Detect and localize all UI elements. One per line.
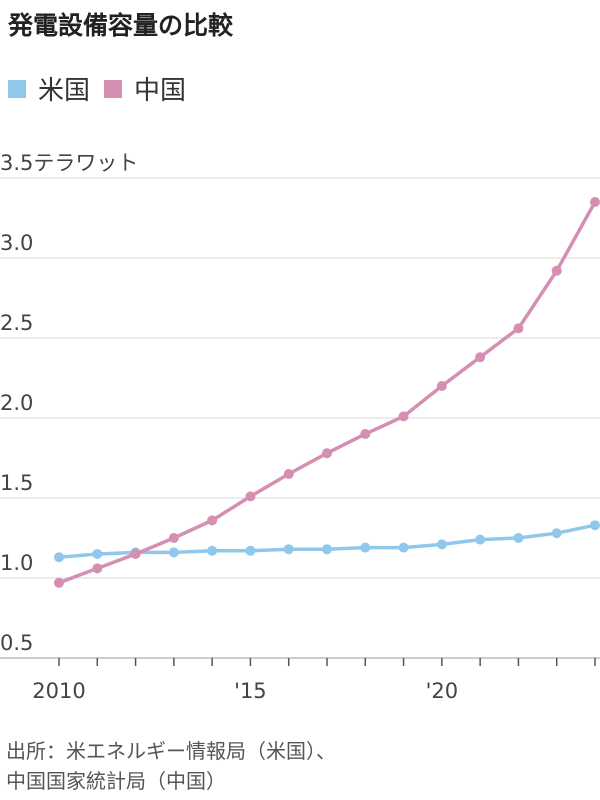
legend-item-us: 米国 — [8, 70, 90, 107]
data-point-us — [168, 547, 179, 558]
data-point-us — [207, 545, 218, 556]
data-point-us — [513, 533, 524, 543]
source-line-2: 中国国家統計局（中国） — [6, 769, 226, 793]
data-point-china — [130, 549, 141, 559]
source-note: 出所：米エネルギー情報局（米国）、 中国国家統計局（中国） — [6, 736, 586, 796]
series-line-china — [58, 201, 597, 585]
data-point-china — [360, 429, 371, 439]
legend-label-china: 中国 — [134, 76, 187, 106]
legend-label-us: 米国 — [38, 76, 91, 106]
data-point-china — [551, 265, 562, 276]
data-point-china — [590, 197, 600, 207]
data-point-china — [513, 323, 524, 334]
data-point-china — [475, 352, 486, 363]
x-tick-label: '20 — [426, 679, 459, 703]
data-point-us — [475, 534, 486, 545]
y-tick-label: 3.0 — [0, 231, 33, 255]
y-tick-label: 1.0 — [0, 551, 33, 575]
line-chart: 0.5 1.0 1.5 2.0 2.5 3.0 3.5テラワット 2010 '15 '20 — [0, 151, 600, 703]
x-tick-label: 2010 — [32, 679, 85, 703]
data-point-china — [54, 577, 64, 588]
y-tick-label: 3.5テラワット — [0, 151, 138, 175]
x-tick-label: '15 — [234, 679, 267, 703]
data-point-china — [436, 381, 447, 391]
chart-title: 発電設備容量の比較 — [8, 11, 234, 40]
data-point-us — [436, 539, 447, 550]
data-point-china — [168, 533, 179, 543]
source-line-1: 出所：米エネルギー情報局（米国）、 — [6, 739, 336, 763]
y-tick-label: 1.5 — [0, 471, 33, 495]
data-point-us — [551, 528, 562, 539]
data-point-china — [207, 515, 218, 526]
data-point-us — [92, 549, 103, 559]
legend-swatch-china — [104, 79, 123, 98]
data-point-china — [322, 448, 332, 459]
data-point-us — [360, 542, 371, 553]
data-point-us — [398, 542, 409, 553]
data-point-china — [283, 469, 294, 479]
y-tick-label: 0.5 — [0, 631, 33, 655]
legend-swatch-us — [8, 79, 26, 98]
legend-item-china: 中国 — [104, 70, 186, 107]
legend: 米国 中国 — [8, 70, 186, 107]
data-point-us — [590, 520, 600, 531]
data-point-china — [92, 563, 103, 574]
data-point-us — [245, 545, 256, 556]
y-tick-label: 2.0 — [0, 391, 33, 415]
y-tick-label: 2.5 — [0, 311, 33, 335]
data-point-us — [322, 544, 332, 555]
data-point-china — [245, 491, 256, 502]
data-point-us — [283, 544, 294, 555]
data-point-us — [54, 552, 64, 563]
data-point-china — [398, 411, 409, 422]
